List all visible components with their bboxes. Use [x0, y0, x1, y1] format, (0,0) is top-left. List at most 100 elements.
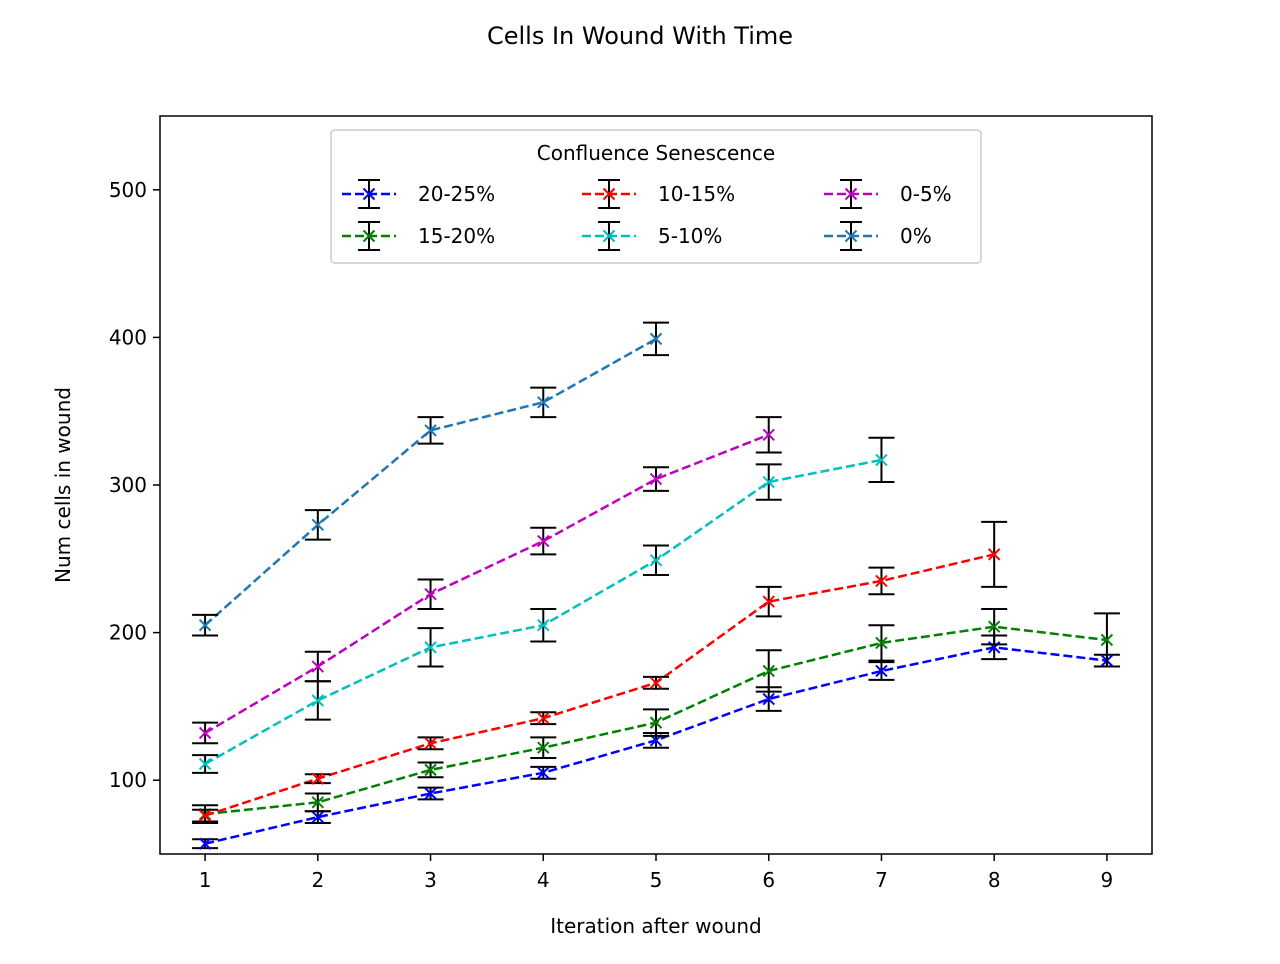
marker-stroke — [537, 741, 550, 754]
legend-item: 10-15% — [582, 179, 735, 209]
x-tick-label: 1 — [199, 868, 212, 892]
series-10-15% — [192, 520, 1008, 823]
series-15-20% — [192, 607, 1120, 825]
marker-stroke — [987, 620, 1001, 633]
axes: 1 2 3 4 5 6 7 8 9 100 200 300 400 500 — [109, 178, 1113, 892]
legend-item: 0-5% — [824, 179, 952, 209]
data-point — [649, 676, 663, 689]
y-tick-label: 100 — [109, 768, 147, 792]
legend-label: 15-20% — [418, 224, 495, 248]
marker-stroke — [987, 548, 1001, 561]
data-point — [649, 332, 663, 346]
marker-stroke — [537, 619, 550, 632]
data-point — [875, 636, 888, 650]
marker-stroke — [311, 694, 325, 707]
data-point — [875, 453, 888, 467]
marker-stroke — [875, 453, 888, 467]
data-point — [537, 766, 550, 780]
marker-stroke — [875, 636, 888, 650]
marker-stroke — [424, 787, 437, 800]
marker-stroke — [311, 518, 325, 532]
x-tick-label: 3 — [424, 868, 437, 892]
legend-label: 10-15% — [658, 182, 735, 206]
legend-label: 0% — [900, 224, 932, 248]
y-tick-label: 200 — [109, 621, 147, 645]
marker-stroke — [362, 229, 376, 243]
marker-stroke — [844, 187, 858, 201]
marker-stroke — [424, 763, 437, 777]
data-point — [649, 554, 663, 567]
data-point — [311, 796, 325, 809]
marker-stroke — [602, 229, 616, 243]
x-tick-label: 7 — [875, 868, 888, 892]
legend: Confluence Senescence 20-25% 15-20% 10-15% 5… — [330, 129, 982, 264]
marker-stroke — [649, 554, 663, 567]
legend-item: 20-25% — [342, 179, 495, 209]
series-0-5% — [192, 416, 782, 745]
data-point — [762, 692, 775, 706]
y-tick-label: 300 — [109, 473, 147, 497]
x-tick-label: 8 — [988, 868, 1001, 892]
series-20-25% — [192, 634, 1120, 850]
data-point — [1100, 633, 1114, 647]
legend-marker — [362, 187, 376, 201]
data-point — [537, 619, 550, 632]
marker-stroke — [537, 534, 550, 548]
legend-item: 5-10% — [582, 221, 722, 251]
legend-item: 15-20% — [342, 221, 495, 251]
x-tick-label: 2 — [311, 868, 324, 892]
marker-stroke — [537, 396, 550, 409]
legend-box — [330, 129, 982, 264]
legend-marker — [844, 229, 858, 243]
data-point — [875, 664, 888, 678]
legend-label: 5-10% — [658, 224, 722, 248]
series-0% — [192, 321, 669, 637]
plot-area — [192, 321, 1120, 850]
y-tick-label: 400 — [109, 325, 147, 349]
data-point — [424, 424, 437, 437]
data-point — [537, 741, 550, 754]
data-point — [198, 619, 212, 632]
data-point — [987, 620, 1001, 633]
data-point — [198, 809, 212, 822]
data-point — [424, 763, 437, 777]
data-point — [311, 810, 325, 824]
marker-stroke — [424, 737, 437, 750]
data-point — [198, 837, 212, 850]
legend-marker — [844, 187, 858, 201]
marker-stroke — [198, 726, 212, 740]
data-point — [649, 716, 663, 729]
marker-stroke — [424, 588, 437, 601]
chart-title: Cells In Wound With Time — [487, 22, 793, 50]
legend-marker — [602, 187, 616, 201]
data-point — [198, 726, 212, 740]
marker-stroke — [198, 619, 212, 632]
data-point — [311, 772, 325, 785]
marker-stroke — [762, 595, 775, 608]
data-point — [311, 694, 325, 707]
y-tick-label: 500 — [109, 178, 147, 202]
marker-stroke — [311, 810, 325, 824]
marker-stroke — [649, 472, 663, 486]
legend-marker — [602, 229, 616, 243]
data-point — [987, 548, 1001, 561]
marker-stroke — [844, 229, 858, 243]
data-point — [424, 588, 437, 601]
data-point — [762, 595, 775, 608]
data-point — [649, 472, 663, 486]
marker-stroke — [762, 664, 775, 678]
data-point — [198, 757, 212, 771]
marker-stroke — [875, 574, 888, 588]
marker-stroke — [537, 712, 550, 725]
marker-stroke — [198, 809, 212, 822]
x-tick-label: 9 — [1101, 868, 1114, 892]
data-point — [424, 737, 437, 750]
marker-stroke — [1100, 633, 1114, 647]
marker-stroke — [311, 660, 325, 673]
x-tick-label: 6 — [762, 868, 775, 892]
series-line — [204, 337, 657, 627]
data-point — [311, 660, 325, 673]
series-line — [204, 553, 995, 817]
